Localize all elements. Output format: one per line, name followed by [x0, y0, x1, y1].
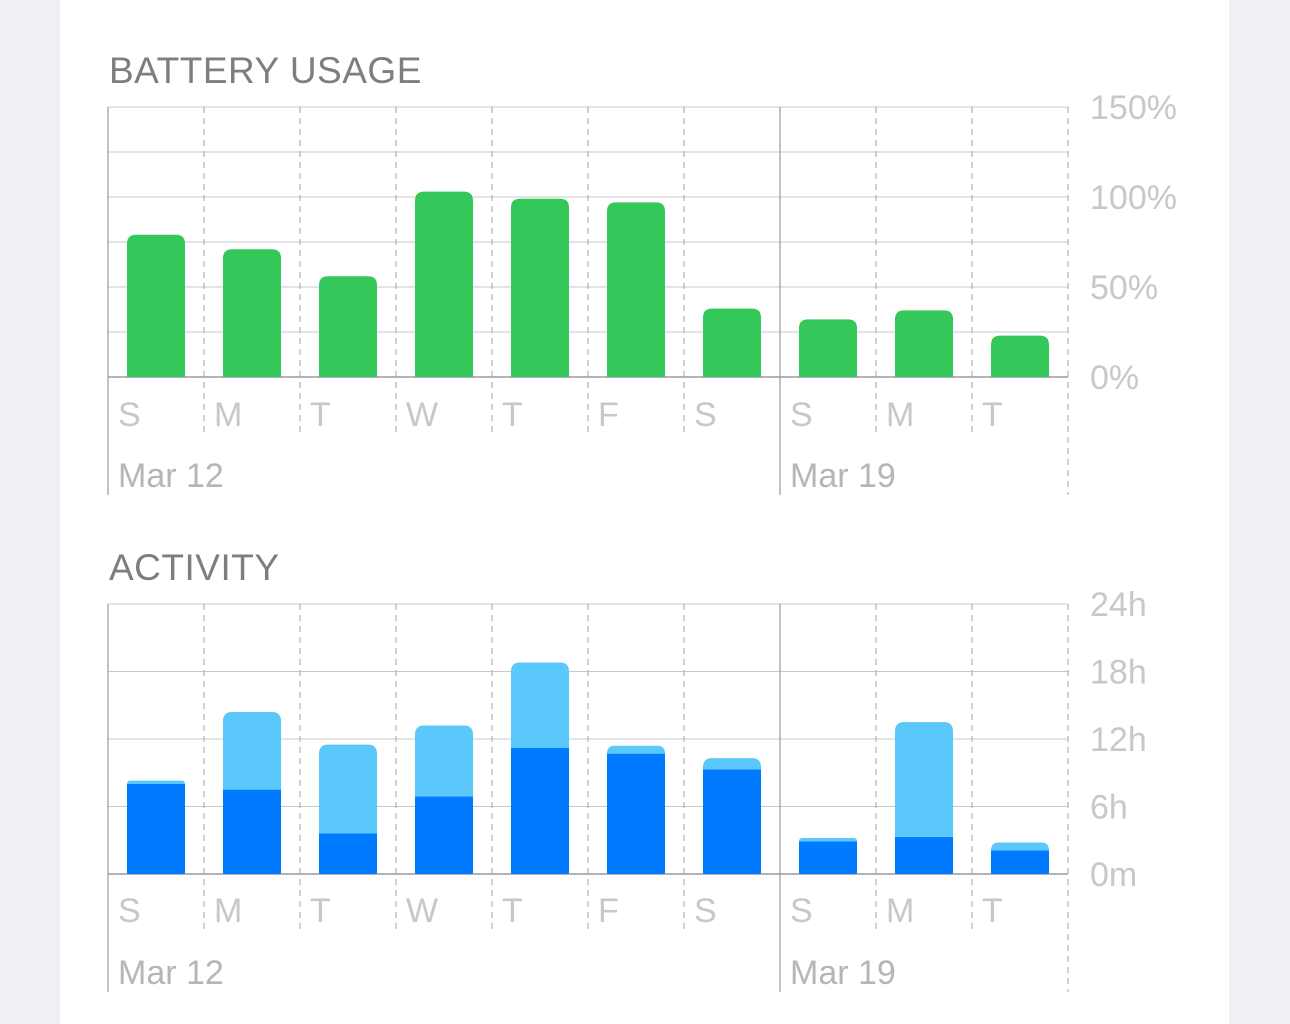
x-tick-label: M: [886, 396, 914, 434]
bar-segment-screen-on: [319, 833, 377, 874]
bar: [607, 202, 665, 377]
bar: [319, 276, 377, 377]
date-label: Mar 12: [118, 457, 224, 495]
bar-segment-screen-on: [703, 769, 761, 874]
bar-segment-screen-on: [799, 841, 857, 874]
bar-segment-screen-on: [127, 784, 185, 874]
bar-segment-screen-on: [415, 796, 473, 874]
y-tick-label: 150%: [1090, 89, 1177, 127]
date-label: Mar 19: [790, 954, 896, 992]
x-tick-label: T: [502, 396, 523, 434]
battery-usage-chart[interactable]: 150% 100% 50% 0% S M T W T F S S M T Mar 12 Mar 19: [0, 0, 1290, 520]
bar-segment-screen-on: [895, 836, 953, 874]
date-label: Mar 12: [118, 954, 224, 992]
bar: [415, 191, 473, 377]
x-tick-label: S: [694, 892, 717, 930]
y-tick-label: 24h: [1090, 586, 1147, 624]
x-tick-label: T: [310, 892, 331, 930]
bar-segment-screen-off: [607, 745, 665, 754]
bar-segment-screen-off: [991, 842, 1049, 851]
x-tick-label: S: [694, 396, 717, 434]
x-tick-label: T: [982, 892, 1003, 930]
y-tick-label: 50%: [1090, 269, 1158, 307]
bar-segment-screen-off: [703, 758, 761, 770]
x-tick-label: M: [214, 396, 242, 434]
x-tick-label: T: [310, 396, 331, 434]
bar-segment-screen-on: [991, 850, 1049, 874]
y-tick-label: 18h: [1090, 654, 1147, 692]
bar: [703, 308, 761, 377]
date-label: Mar 19: [790, 457, 896, 495]
x-tick-label: W: [406, 892, 438, 930]
bar-segment-screen-off: [415, 725, 473, 797]
x-tick-label: W: [406, 396, 438, 434]
bar: [799, 319, 857, 377]
bar: [223, 249, 281, 377]
x-tick-label: F: [598, 892, 619, 930]
bar-segment-screen-off: [223, 712, 281, 790]
bar-segment-screen-off: [127, 780, 185, 784]
battery-usage-title: BATTERY USAGE: [109, 50, 422, 91]
x-tick-label: S: [118, 396, 141, 434]
x-tick-label: S: [790, 396, 813, 434]
bar: [895, 310, 953, 377]
bar-segment-screen-on: [223, 789, 281, 874]
x-tick-label: M: [886, 892, 914, 930]
x-tick-label: S: [118, 892, 141, 930]
bar-segment-screen-off: [511, 662, 569, 748]
x-tick-label: T: [502, 892, 523, 930]
bar-segment-screen-on: [511, 748, 569, 874]
bar-segment-screen-off: [799, 838, 857, 842]
x-tick-label: S: [790, 892, 813, 930]
y-tick-label: 0%: [1090, 359, 1139, 397]
bar: [127, 234, 185, 377]
bar-segment-screen-off: [319, 744, 377, 834]
y-tick-label: 0m: [1090, 856, 1137, 894]
x-tick-label: F: [598, 396, 619, 434]
bar-segment-screen-off: [895, 722, 953, 837]
y-tick-label: 6h: [1090, 789, 1128, 827]
y-tick-label: 100%: [1090, 179, 1177, 217]
bar: [991, 335, 1049, 377]
x-tick-label: T: [982, 396, 1003, 434]
x-tick-label: M: [214, 892, 242, 930]
bar-segment-screen-on: [607, 753, 665, 874]
activity-title: ACTIVITY: [109, 547, 280, 588]
bar: [511, 198, 569, 377]
y-tick-label: 12h: [1090, 721, 1147, 759]
